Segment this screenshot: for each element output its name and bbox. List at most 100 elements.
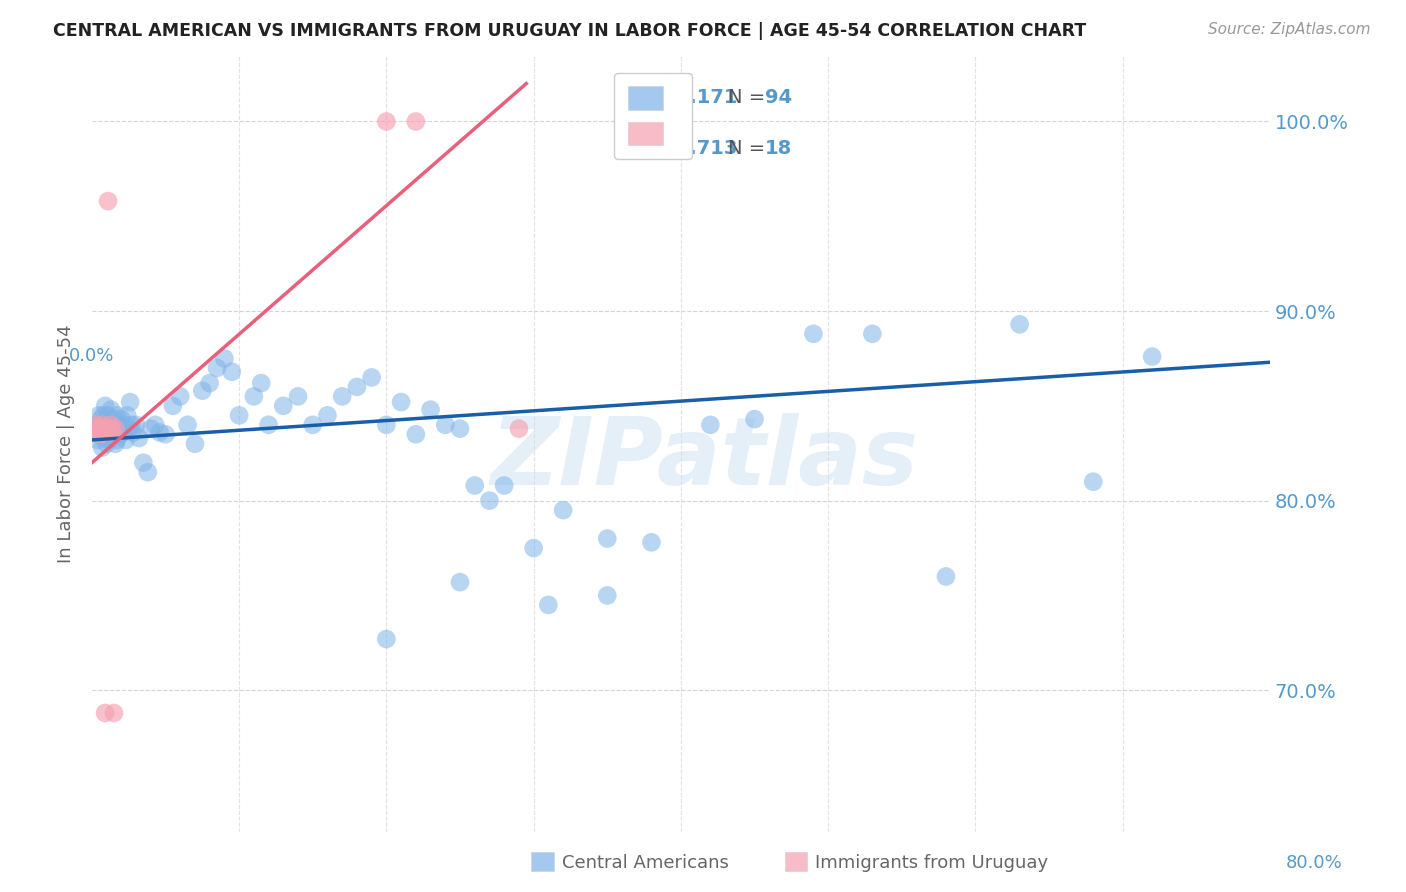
Point xyxy=(699,417,721,432)
Point xyxy=(128,431,150,445)
Point xyxy=(90,427,112,442)
Point xyxy=(405,427,427,442)
Point xyxy=(91,441,114,455)
Point xyxy=(494,478,516,492)
Text: R =: R = xyxy=(634,88,676,107)
Point xyxy=(330,389,353,403)
Point xyxy=(94,399,117,413)
Point xyxy=(860,326,883,341)
Point xyxy=(301,417,323,432)
Point xyxy=(191,384,214,398)
Point xyxy=(108,427,131,442)
Point xyxy=(97,194,120,208)
Point xyxy=(375,632,398,646)
Text: 80.0%: 80.0% xyxy=(1286,855,1343,872)
Point xyxy=(214,351,236,366)
Point xyxy=(98,433,121,447)
Point xyxy=(744,412,766,426)
Point xyxy=(96,425,118,440)
Point xyxy=(93,409,115,423)
Point xyxy=(523,541,546,555)
Point xyxy=(271,399,294,413)
Point xyxy=(1008,318,1031,332)
Point xyxy=(640,535,662,549)
Point xyxy=(449,575,471,590)
Point xyxy=(94,706,117,720)
Point xyxy=(89,421,111,435)
Point xyxy=(125,417,148,432)
Point xyxy=(803,326,825,341)
Point xyxy=(84,421,107,435)
Point xyxy=(105,409,128,423)
Point xyxy=(101,417,124,432)
Text: Immigrants from Uruguay: Immigrants from Uruguay xyxy=(815,855,1049,872)
Point xyxy=(103,706,125,720)
Point xyxy=(87,425,110,440)
Point xyxy=(100,417,122,432)
Point xyxy=(449,421,471,435)
Point xyxy=(375,114,398,128)
Point xyxy=(551,503,574,517)
Point xyxy=(360,370,382,384)
Point xyxy=(257,417,280,432)
Point xyxy=(122,425,145,440)
Point xyxy=(110,412,132,426)
Point xyxy=(228,409,250,423)
Point xyxy=(1083,475,1105,489)
Point xyxy=(120,395,142,409)
Point xyxy=(375,417,398,432)
Point xyxy=(176,417,198,432)
Point xyxy=(132,456,155,470)
Point xyxy=(287,389,309,403)
Text: Central Americans: Central Americans xyxy=(562,855,730,872)
Point xyxy=(389,395,412,409)
Point xyxy=(508,421,530,435)
Point xyxy=(115,409,138,423)
Point xyxy=(84,417,107,432)
Point xyxy=(103,425,125,440)
Point xyxy=(162,399,184,413)
Text: N =: N = xyxy=(728,88,772,107)
Point xyxy=(103,412,125,426)
Point xyxy=(97,409,120,423)
Point xyxy=(101,425,124,440)
Point xyxy=(198,376,221,390)
Point xyxy=(90,427,112,442)
Point xyxy=(107,417,129,432)
Point xyxy=(90,412,112,426)
Point xyxy=(155,427,177,442)
Text: Source: ZipAtlas.com: Source: ZipAtlas.com xyxy=(1208,22,1371,37)
Text: 0.713: 0.713 xyxy=(676,139,738,158)
Point xyxy=(405,114,427,128)
Point xyxy=(100,425,122,440)
Point xyxy=(104,421,127,435)
Text: 0.171: 0.171 xyxy=(676,88,738,107)
Point xyxy=(464,478,486,492)
Point xyxy=(94,421,117,435)
Point xyxy=(100,402,122,417)
Point xyxy=(596,532,619,546)
Point xyxy=(83,421,105,435)
Point xyxy=(221,365,243,379)
Point xyxy=(89,425,111,440)
Point xyxy=(91,417,114,432)
Text: 0.0%: 0.0% xyxy=(69,347,114,365)
Point xyxy=(434,417,457,432)
Point xyxy=(89,409,111,423)
Point xyxy=(87,433,110,447)
Point xyxy=(596,589,619,603)
Point xyxy=(121,417,143,432)
Y-axis label: In Labor Force | Age 45-54: In Labor Force | Age 45-54 xyxy=(58,325,75,563)
Text: ZIPatlas: ZIPatlas xyxy=(491,413,918,505)
Text: CENTRAL AMERICAN VS IMMIGRANTS FROM URUGUAY IN LABOR FORCE | AGE 45-54 CORRELATI: CENTRAL AMERICAN VS IMMIGRANTS FROM URUG… xyxy=(53,22,1087,40)
Point xyxy=(205,360,228,375)
Point xyxy=(111,425,134,440)
Point xyxy=(98,417,121,432)
Text: R =: R = xyxy=(634,139,676,158)
Point xyxy=(112,417,135,432)
Point xyxy=(1140,350,1163,364)
Text: 18: 18 xyxy=(765,139,792,158)
Point xyxy=(93,431,115,445)
Point xyxy=(104,436,127,450)
Point xyxy=(87,417,110,432)
